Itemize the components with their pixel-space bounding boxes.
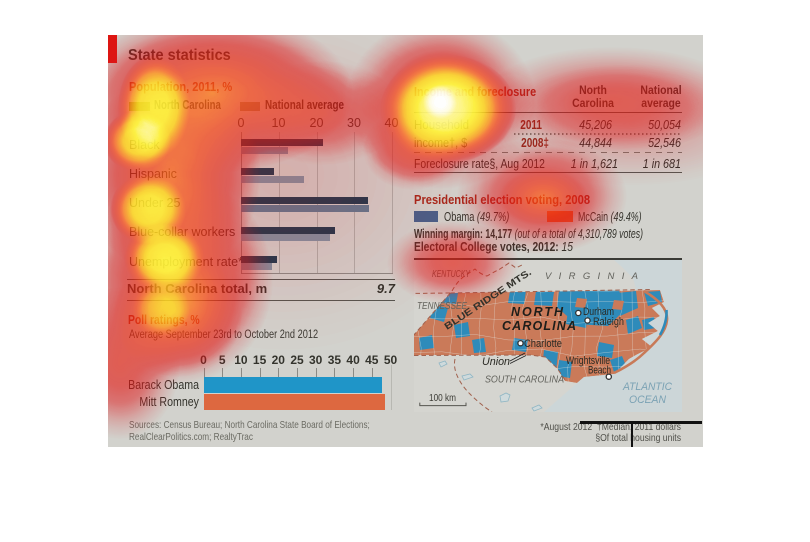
svg-text:Raleigh: Raleigh	[593, 316, 624, 328]
svg-text:OCEAN: OCEAN	[629, 394, 666, 406]
svg-text:CAROLINA: CAROLINA	[502, 319, 576, 333]
svg-text:SOUTH CAROLINA: SOUTH CAROLINA	[485, 375, 564, 386]
svg-text:Charlotte: Charlotte	[524, 338, 562, 350]
svg-text:ATLANTIC: ATLANTIC	[622, 381, 672, 393]
svg-text:100 km: 100 km	[429, 393, 456, 404]
svg-text:Union: Union	[482, 356, 510, 368]
svg-text:NORTH: NORTH	[511, 305, 564, 319]
svg-text:TENNESSEE: TENNESSEE	[417, 300, 468, 312]
svg-text:KENTUCKY: KENTUCKY	[432, 269, 471, 280]
